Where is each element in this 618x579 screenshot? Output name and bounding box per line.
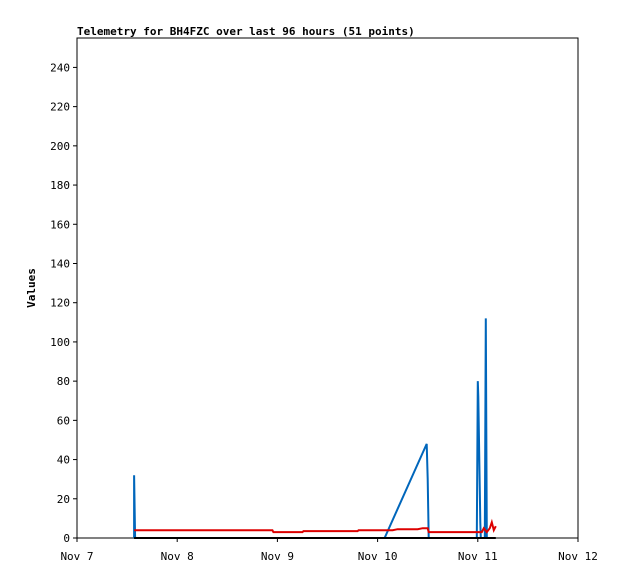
x-axis: Nov 7 Nov 8 Nov 9 Nov 10 Nov 11 Nov 12 (60, 538, 598, 563)
series-line-1 (133, 318, 488, 539)
chart-title: Telemetry for BH4FZC over last 96 hours … (77, 25, 415, 38)
y-tick-label: 200 (50, 140, 70, 153)
y-axis: 0 20 40 60 80 100 120 140 160 180 200 220 240 (50, 61, 77, 545)
y-tick-label: 240 (50, 61, 70, 74)
x-tick-label: Nov 9 (261, 550, 294, 563)
y-tick-label: 80 (57, 375, 70, 388)
series-layer (133, 318, 497, 539)
series-line-2 (134, 518, 497, 534)
x-tick-label: Nov 7 (60, 550, 93, 563)
y-tick-label: 60 (57, 414, 70, 427)
x-tick-label: Nov 10 (358, 550, 398, 563)
y-tick-label: 100 (50, 336, 70, 349)
y-axis-title: Values (25, 268, 38, 308)
x-tick-label: Nov 12 (558, 550, 598, 563)
y-tick-label: 220 (50, 101, 70, 114)
y-tick-label: 180 (50, 179, 70, 192)
y-tick-label: 140 (50, 257, 70, 270)
x-tick-label: Nov 11 (458, 550, 498, 563)
x-tick-label: Nov 8 (161, 550, 194, 563)
y-tick-label: 160 (50, 218, 70, 231)
y-tick-label: 120 (50, 297, 70, 310)
y-tick-label: 20 (57, 493, 70, 506)
y-tick-label: 40 (57, 454, 70, 467)
plot-frame (76, 37, 579, 539)
y-tick-label: 0 (63, 532, 70, 545)
